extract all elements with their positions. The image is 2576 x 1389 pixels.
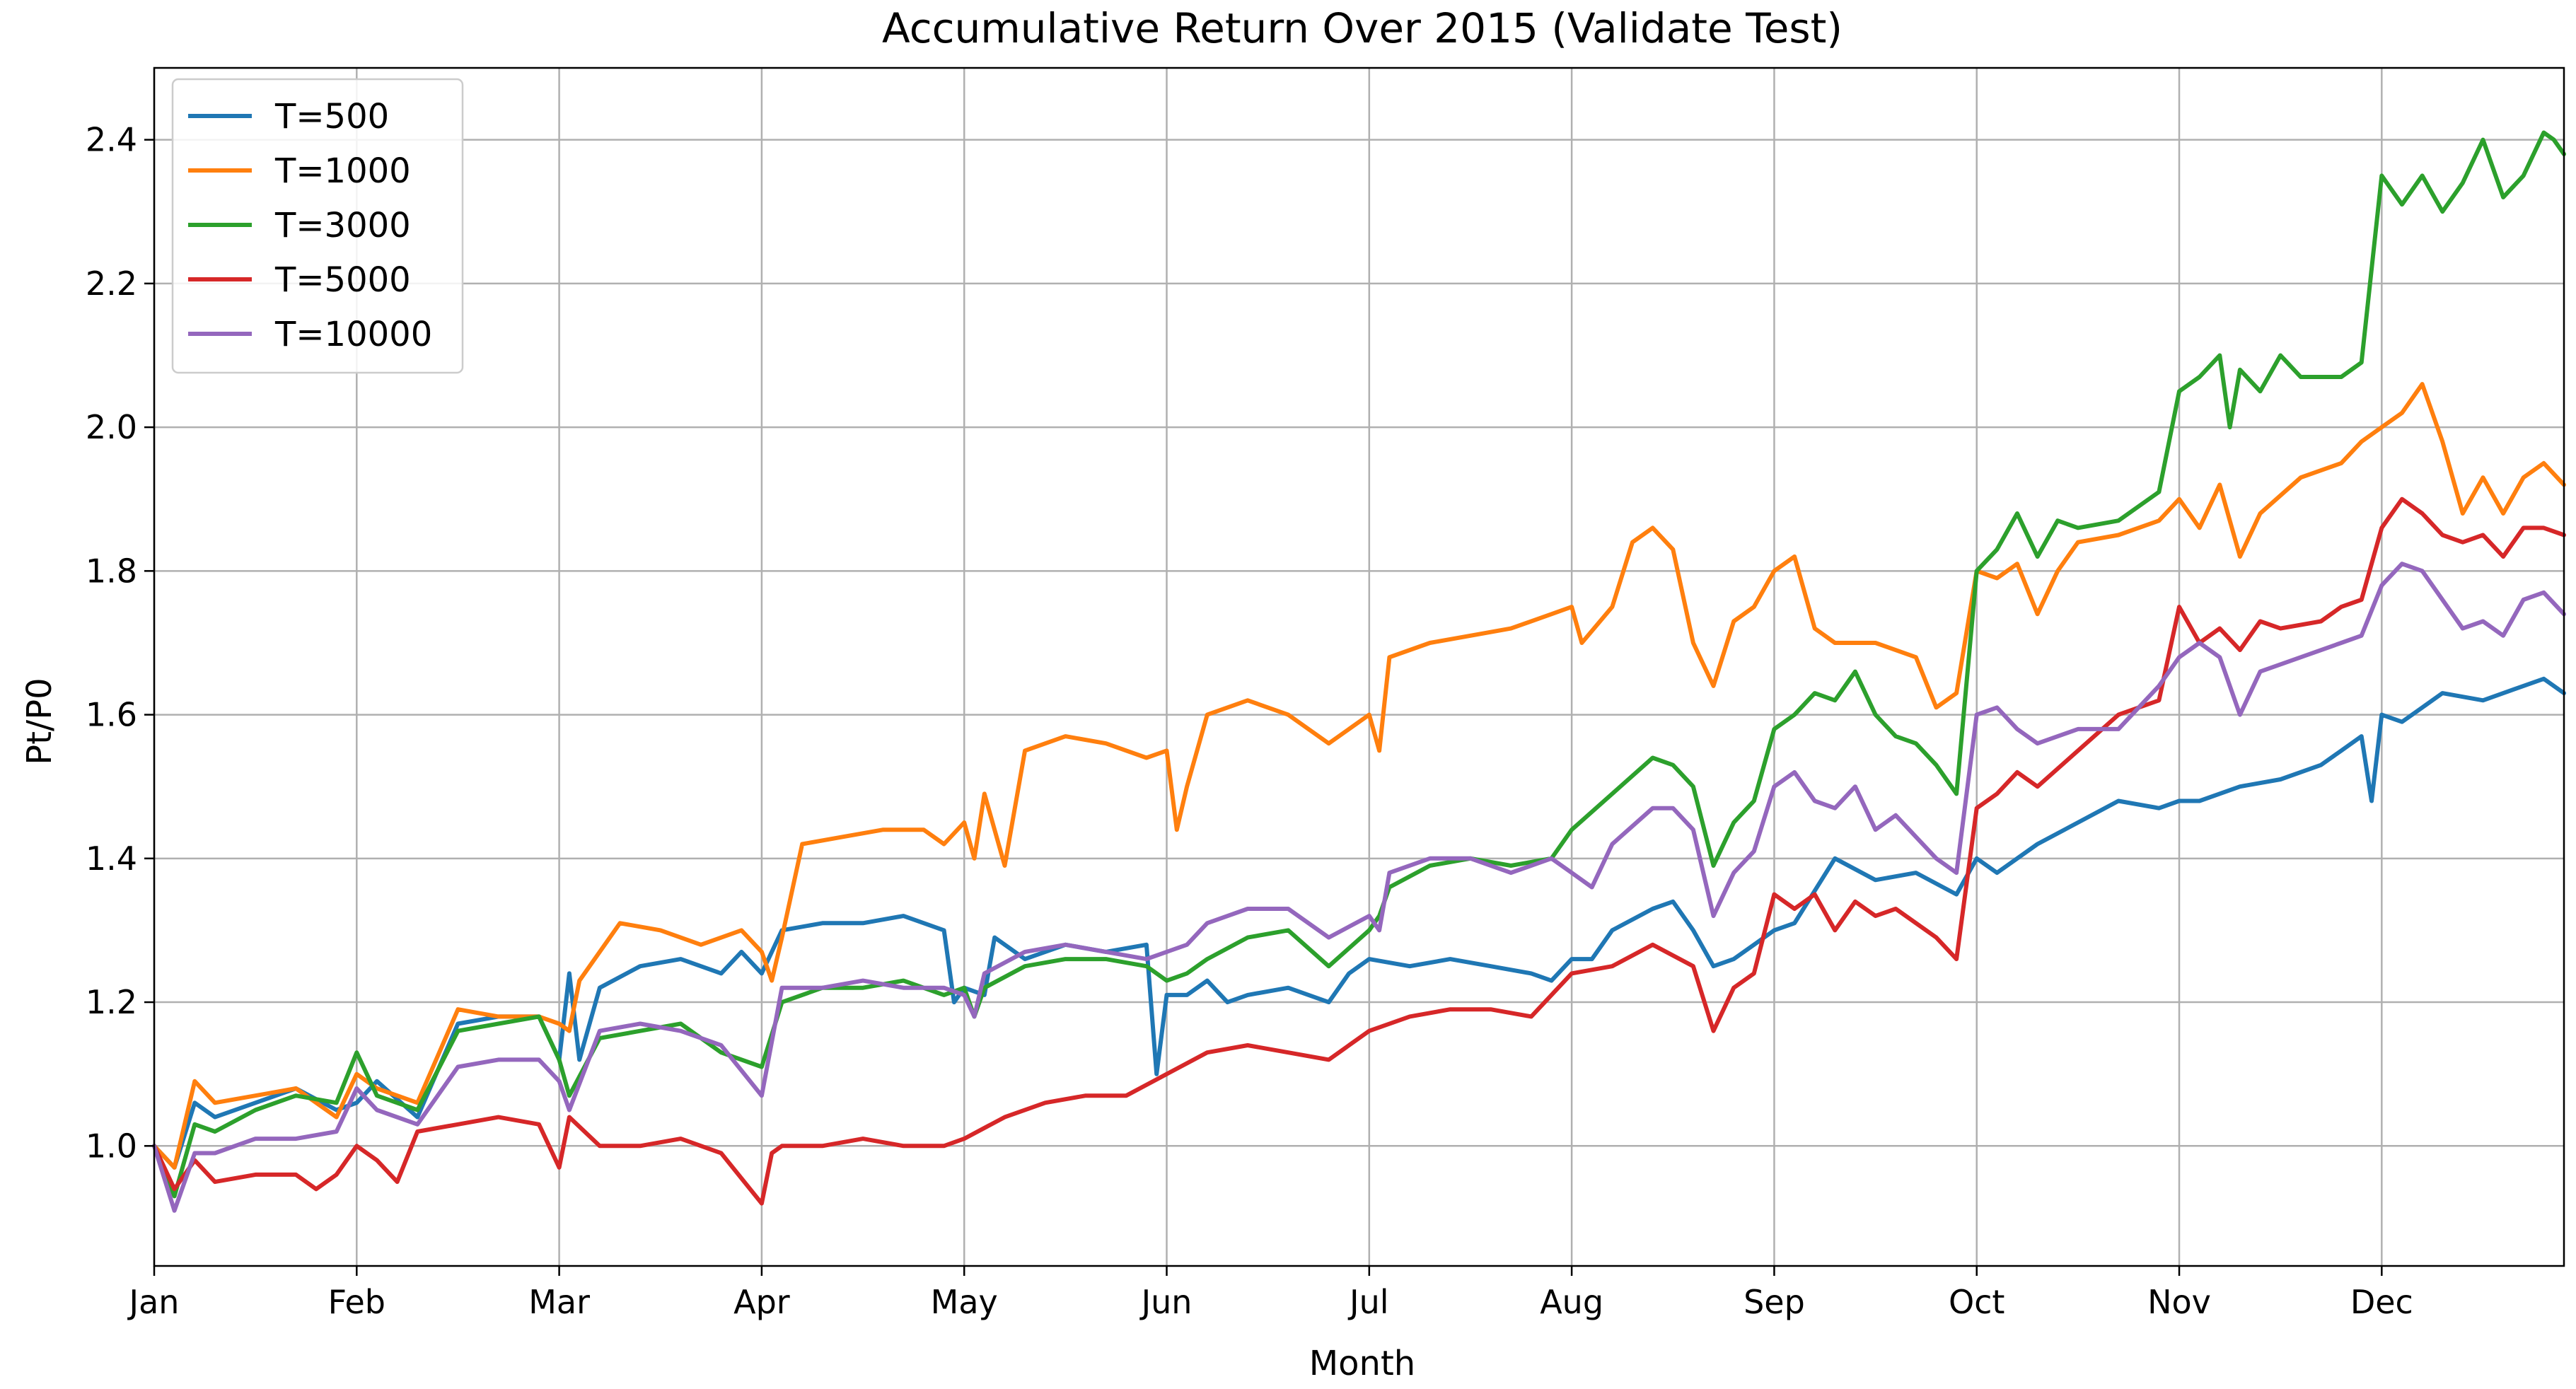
x-tick-label: Jul	[1347, 1283, 1389, 1321]
series-line-t-1000	[152, 382, 2566, 1170]
legend-label: T=3000	[274, 206, 411, 245]
y-axis-label: Pt/P0	[20, 678, 59, 765]
x-tick-label: Jun	[1139, 1283, 1193, 1321]
x-tick-label: Oct	[1949, 1283, 2005, 1321]
x-tick-label: Mar	[528, 1283, 590, 1321]
chart-title: Accumulative Return Over 2015 (Validate …	[882, 4, 1843, 52]
y-tick-label: 1.6	[86, 696, 137, 734]
legend-label: T=5000	[274, 260, 411, 300]
y-tick-label: 2.0	[86, 408, 137, 446]
y-tick-label: 1.2	[86, 983, 137, 1021]
x-tick-label: Dec	[2350, 1283, 2413, 1321]
legend-label: T=500	[274, 97, 389, 136]
legend-box	[171, 78, 464, 374]
series-line-t-3000	[152, 130, 2566, 1199]
grid-lines	[153, 68, 2564, 1266]
y-tick-label: 2.4	[86, 121, 137, 159]
x-tick-label: Apr	[733, 1283, 790, 1321]
series-lines	[152, 130, 2566, 1213]
series-line-t-5000	[152, 496, 2566, 1206]
legend-label: T=10000	[274, 315, 432, 354]
x-axis-label: Month	[1309, 1344, 1415, 1383]
series-line-t-500	[152, 676, 2566, 1170]
x-tick-label: Aug	[1540, 1283, 1603, 1321]
x-tick-label: Jan	[127, 1283, 180, 1321]
x-tick-label: Feb	[328, 1283, 385, 1321]
y-tick-label: 1.4	[86, 839, 137, 878]
y-tick-label: 2.2	[86, 265, 137, 303]
legend: T=500 T=1000 T=3000 T=5000 T=10000	[171, 78, 464, 374]
x-tick-label: Nov	[2147, 1283, 2211, 1321]
x-tick-label: Sep	[1744, 1283, 1805, 1321]
plot-frame	[153, 66, 2565, 1267]
x-tick-label: May	[931, 1283, 998, 1321]
legend-label: T=1000	[274, 151, 411, 191]
axis-ticks: Jan Feb Mar Apr May Jun Jul Aug Sep Oct Nov Dec 1.0 1…	[86, 121, 2413, 1321]
y-tick-label: 1.8	[86, 552, 137, 590]
y-tick-label: 1.0	[86, 1127, 137, 1165]
series-line-t-10000	[152, 562, 2566, 1213]
